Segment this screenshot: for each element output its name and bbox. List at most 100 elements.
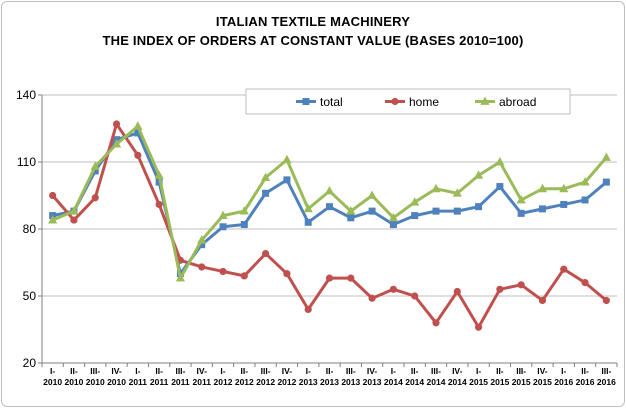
x-tick-label: III-2014 — [427, 366, 446, 387]
x-tick-label: III-2012 — [256, 366, 275, 387]
data-point-total — [283, 176, 291, 184]
legend-item-abroad: abroad — [475, 95, 536, 109]
series-home — [49, 120, 610, 331]
x-tick-label: III-2010 — [86, 366, 105, 387]
legend-label: home — [409, 95, 439, 109]
data-point-home — [496, 285, 504, 293]
data-point-home — [325, 274, 334, 282]
data-point-abroad — [197, 235, 207, 244]
chart-title: ITALIAN TEXTILE MACHINERY — [215, 14, 411, 29]
data-point-total — [411, 212, 419, 220]
data-point-home — [389, 285, 397, 293]
data-point-abroad — [452, 188, 462, 197]
data-point-abroad — [261, 172, 271, 182]
x-tick-label: III-2013 — [341, 366, 360, 387]
x-tick-label: II-2016 — [576, 366, 595, 387]
data-point-home — [112, 120, 121, 128]
legend-label: abroad — [499, 95, 536, 109]
data-point-total — [368, 207, 376, 215]
data-point-abroad — [516, 194, 526, 204]
data-point-total — [262, 189, 270, 197]
x-tick-label: IV-2013 — [363, 366, 382, 387]
y-tick-label: 110 — [17, 155, 36, 169]
data-point-total — [240, 221, 248, 229]
data-point-abroad — [580, 177, 590, 186]
data-point-total — [91, 167, 99, 175]
data-point-abroad — [537, 183, 548, 193]
data-point-home — [283, 270, 291, 278]
chart-subtitle: THE INDEX OF ORDERS AT CONSTANT VALUE (B… — [102, 33, 524, 48]
x-tick-label: II-2010 — [64, 366, 83, 387]
data-point-abroad — [175, 273, 186, 282]
data-point-total — [602, 178, 610, 186]
data-point-home — [411, 292, 419, 300]
legend: total home abroad — [245, 88, 571, 115]
data-point-abroad — [388, 212, 398, 222]
legend-marker — [391, 97, 399, 106]
data-point-home — [91, 194, 99, 202]
data-point-home — [432, 319, 440, 327]
data-point-total — [347, 214, 355, 222]
data-point-total — [453, 207, 461, 215]
data-point-total — [496, 183, 504, 191]
series-total — [49, 129, 610, 278]
data-point-home — [602, 296, 610, 305]
x-tick-label: I-2011 — [129, 366, 148, 387]
data-point-abroad — [410, 197, 420, 206]
data-point-abroad — [346, 206, 356, 215]
series-abroad — [48, 121, 611, 282]
data-point-abroad — [282, 154, 292, 164]
x-tick-label: II-2012 — [235, 366, 254, 387]
data-point-abroad — [367, 190, 377, 199]
data-point-total — [581, 196, 589, 204]
data-point-home — [453, 287, 461, 296]
data-point-home — [517, 281, 525, 289]
data-point-home — [262, 249, 270, 258]
x-tick-label: IV-2010 — [107, 366, 126, 387]
x-tick-label: II-2011 — [150, 366, 169, 387]
data-point-abroad — [559, 183, 569, 193]
data-point-home — [538, 296, 547, 305]
x-tick-label: II-2013 — [320, 366, 339, 387]
data-point-home — [304, 305, 312, 313]
data-point-home — [560, 265, 568, 273]
data-point-total — [538, 205, 546, 213]
x-tick-labels: I-2010II-2010III-2010IV-2010I-2011II-201… — [43, 366, 616, 387]
data-point-total — [389, 221, 397, 229]
data-point-abroad — [473, 170, 484, 179]
data-point-home — [49, 191, 57, 200]
x-tick-label: I-2016 — [554, 366, 573, 387]
data-point-home — [70, 216, 78, 224]
legend-item-home: home — [385, 95, 439, 109]
y-tick-label: 80 — [23, 222, 37, 236]
data-point-home — [581, 279, 589, 287]
data-point-total — [219, 223, 227, 231]
x-tick-label: III-2016 — [597, 366, 616, 387]
data-point-abroad — [303, 203, 313, 213]
data-point-abroad — [111, 139, 122, 148]
data-point-total — [326, 203, 333, 211]
data-point-total — [432, 207, 440, 215]
data-point-home — [240, 272, 248, 280]
x-tick-label: III-2015 — [512, 366, 531, 387]
data-point-home — [219, 267, 227, 276]
y-tick-labels: 20 50 80 110 140 — [16, 88, 36, 370]
x-tick-label: I-2010 — [43, 366, 62, 387]
x-tick-label: IV-2011 — [192, 366, 211, 387]
x-tick-label: I-2013 — [299, 366, 318, 387]
data-point-total — [560, 200, 568, 208]
data-point-abroad — [133, 121, 143, 130]
data-point-home — [134, 151, 142, 159]
axes — [38, 94, 618, 367]
data-point-home — [368, 294, 376, 302]
x-tick-label: I-2012 — [214, 366, 233, 387]
data-point-abroad — [48, 215, 58, 224]
data-point-total — [517, 209, 525, 217]
y-tick-label: 50 — [23, 289, 37, 303]
x-tick-label: IV-2015 — [533, 366, 552, 387]
data-point-abroad — [601, 152, 611, 161]
data-point-total — [134, 129, 142, 137]
data-point-home — [198, 263, 206, 271]
y-tick-label: 20 — [23, 356, 37, 370]
